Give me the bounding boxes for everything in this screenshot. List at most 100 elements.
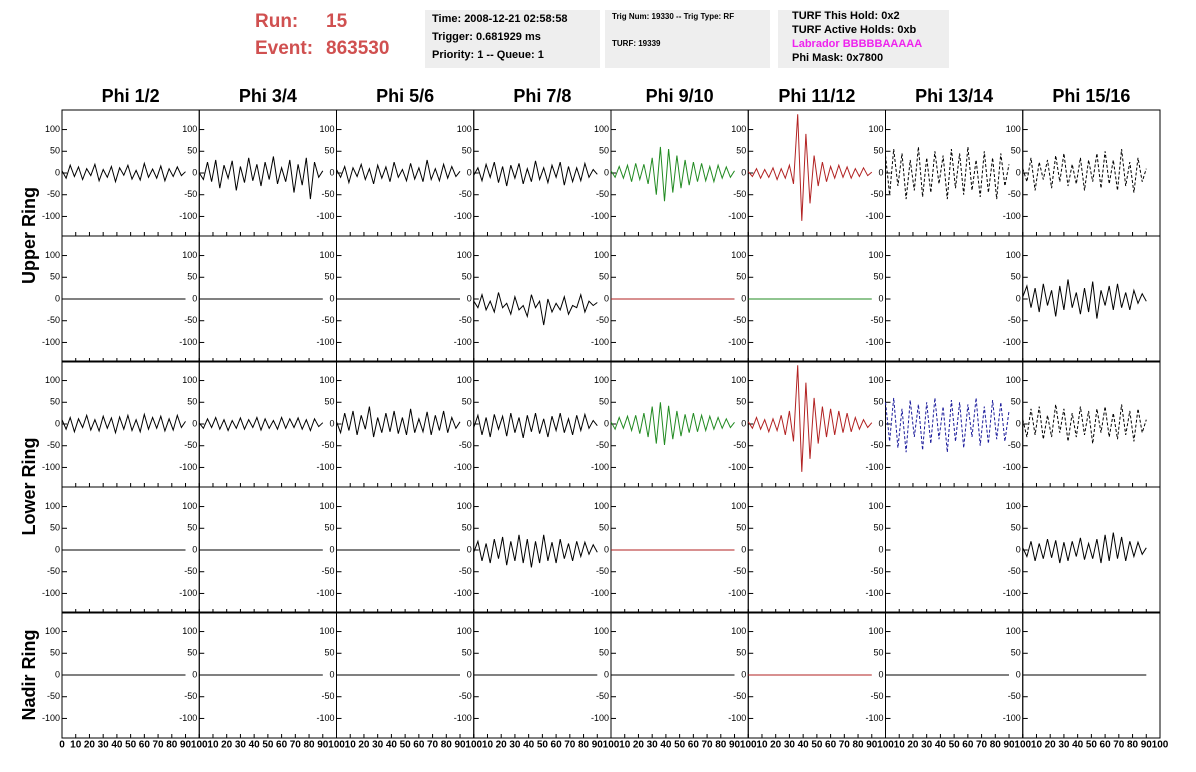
y-tick-label: 0 — [55, 669, 60, 679]
y-tick-label: 100 — [1006, 501, 1021, 511]
y-tick-label: 50 — [462, 523, 472, 533]
x-tick-label: 50 — [1086, 740, 1098, 751]
y-tick-label: 0 — [467, 669, 472, 679]
y-tick-label: 50 — [50, 397, 60, 407]
y-tick-label: 100 — [45, 626, 60, 636]
y-tick-label: 0 — [604, 418, 609, 428]
x-tick-label: 10 — [70, 740, 82, 751]
x-tick-label: 70 — [564, 740, 576, 751]
waveform — [61, 161, 186, 184]
waveform — [747, 365, 873, 472]
y-tick-label: 50 — [462, 648, 472, 658]
x-tick-label: 90 — [592, 740, 604, 751]
x-tick-label: 20 — [358, 740, 370, 751]
x-tick-label: 20 — [633, 740, 645, 751]
y-tick-label: -100 — [179, 713, 197, 723]
y-tick-label: 50 — [187, 272, 197, 282]
y-tick-label: 0 — [878, 544, 883, 554]
y-tick-label: -50 — [1008, 440, 1021, 450]
y-tick-label: 50 — [873, 648, 883, 658]
y-tick-label: 50 — [599, 272, 609, 282]
y-tick-label: -50 — [870, 189, 883, 199]
y-tick-label: 50 — [324, 523, 334, 533]
x-tick-label: 60 — [413, 740, 425, 751]
y-tick-label: 0 — [192, 167, 197, 177]
y-tick-label: -100 — [316, 462, 334, 472]
y-tick-label: 50 — [599, 523, 609, 533]
y-tick-label: -50 — [733, 691, 746, 701]
y-tick-label: 100 — [1006, 375, 1021, 385]
y-tick-label: -100 — [865, 713, 883, 723]
y-tick-label: 50 — [187, 397, 197, 407]
y-tick-label: -50 — [184, 566, 197, 576]
y-tick-label: -100 — [1003, 337, 1021, 347]
y-tick-label: 0 — [1016, 544, 1021, 554]
y-tick-label: 100 — [594, 375, 609, 385]
y-tick-label: 0 — [329, 544, 334, 554]
x-tick-label: 60 — [1100, 740, 1112, 751]
waveform — [885, 146, 1010, 200]
y-tick-label: 0 — [467, 544, 472, 554]
x-tick-label: 10 — [1031, 740, 1043, 751]
column-title: Phi 15/16 — [1052, 86, 1130, 106]
info-text: Phi Mask: 0x7800 — [792, 52, 883, 64]
y-tick-label: -100 — [42, 211, 60, 221]
info-box — [778, 10, 949, 68]
y-tick-label: -100 — [591, 713, 609, 723]
y-tick-label: -50 — [321, 315, 334, 325]
y-tick-label: -50 — [184, 440, 197, 450]
x-tick-label: 40 — [523, 740, 535, 751]
y-tick-label: -100 — [316, 713, 334, 723]
y-tick-label: -50 — [47, 440, 60, 450]
event-number: 863530 — [326, 38, 389, 59]
y-tick-label: 50 — [50, 523, 60, 533]
y-tick-label: 100 — [182, 375, 197, 385]
x-tick-label: 70 — [153, 740, 165, 751]
y-tick-label: 50 — [873, 272, 883, 282]
y-tick-label: 100 — [319, 626, 334, 636]
info-text: Time: 2008-12-21 02:58:58 — [432, 13, 568, 25]
waveform — [61, 412, 186, 435]
waveform — [473, 534, 598, 568]
y-tick-label: 100 — [319, 501, 334, 511]
y-tick-label: -50 — [321, 189, 334, 199]
y-tick-label: 0 — [741, 293, 746, 303]
x-tick-label: 30 — [921, 740, 933, 751]
y-tick-label: 0 — [55, 167, 60, 177]
y-tick-label: 0 — [1016, 167, 1021, 177]
y-tick-label: -100 — [1003, 462, 1021, 472]
y-tick-label: 50 — [462, 272, 472, 282]
y-tick-label: 100 — [731, 375, 746, 385]
y-tick-label: -100 — [42, 713, 60, 723]
x-tick-label: 60 — [962, 740, 974, 751]
y-tick-label: -50 — [459, 566, 472, 576]
y-tick-label: -50 — [184, 691, 197, 701]
y-tick-label: 50 — [1011, 523, 1021, 533]
y-tick-label: -100 — [865, 211, 883, 221]
y-tick-label: -50 — [459, 440, 472, 450]
x-tick-label: 100 — [465, 740, 482, 751]
info-text: Priority: 1 -- Queue: 1 — [432, 49, 544, 61]
y-tick-label: 50 — [873, 397, 883, 407]
y-tick-label: -100 — [454, 462, 472, 472]
y-tick-label: -100 — [1003, 211, 1021, 221]
x-tick-label: 60 — [139, 740, 151, 751]
x-tick-label: 20 — [1045, 740, 1057, 751]
info-text: Trig Num: 19330 -- Trig Type: RF — [612, 12, 734, 21]
y-tick-label: 100 — [868, 626, 883, 636]
x-tick-label: 40 — [249, 740, 261, 751]
y-tick-label: 0 — [878, 293, 883, 303]
panel-frame — [1022, 360, 1161, 488]
info-box — [425, 10, 600, 68]
y-tick-label: 100 — [868, 124, 883, 134]
waveform — [1022, 149, 1147, 193]
y-tick-label: -50 — [870, 440, 883, 450]
y-tick-label: 0 — [467, 418, 472, 428]
x-tick-label: 90 — [866, 740, 878, 751]
x-tick-label: 70 — [427, 740, 439, 751]
y-tick-label: 50 — [50, 272, 60, 282]
y-tick-label: 0 — [55, 544, 60, 554]
waveform — [885, 397, 1010, 453]
y-tick-label: -100 — [454, 337, 472, 347]
y-tick-label: 0 — [878, 167, 883, 177]
